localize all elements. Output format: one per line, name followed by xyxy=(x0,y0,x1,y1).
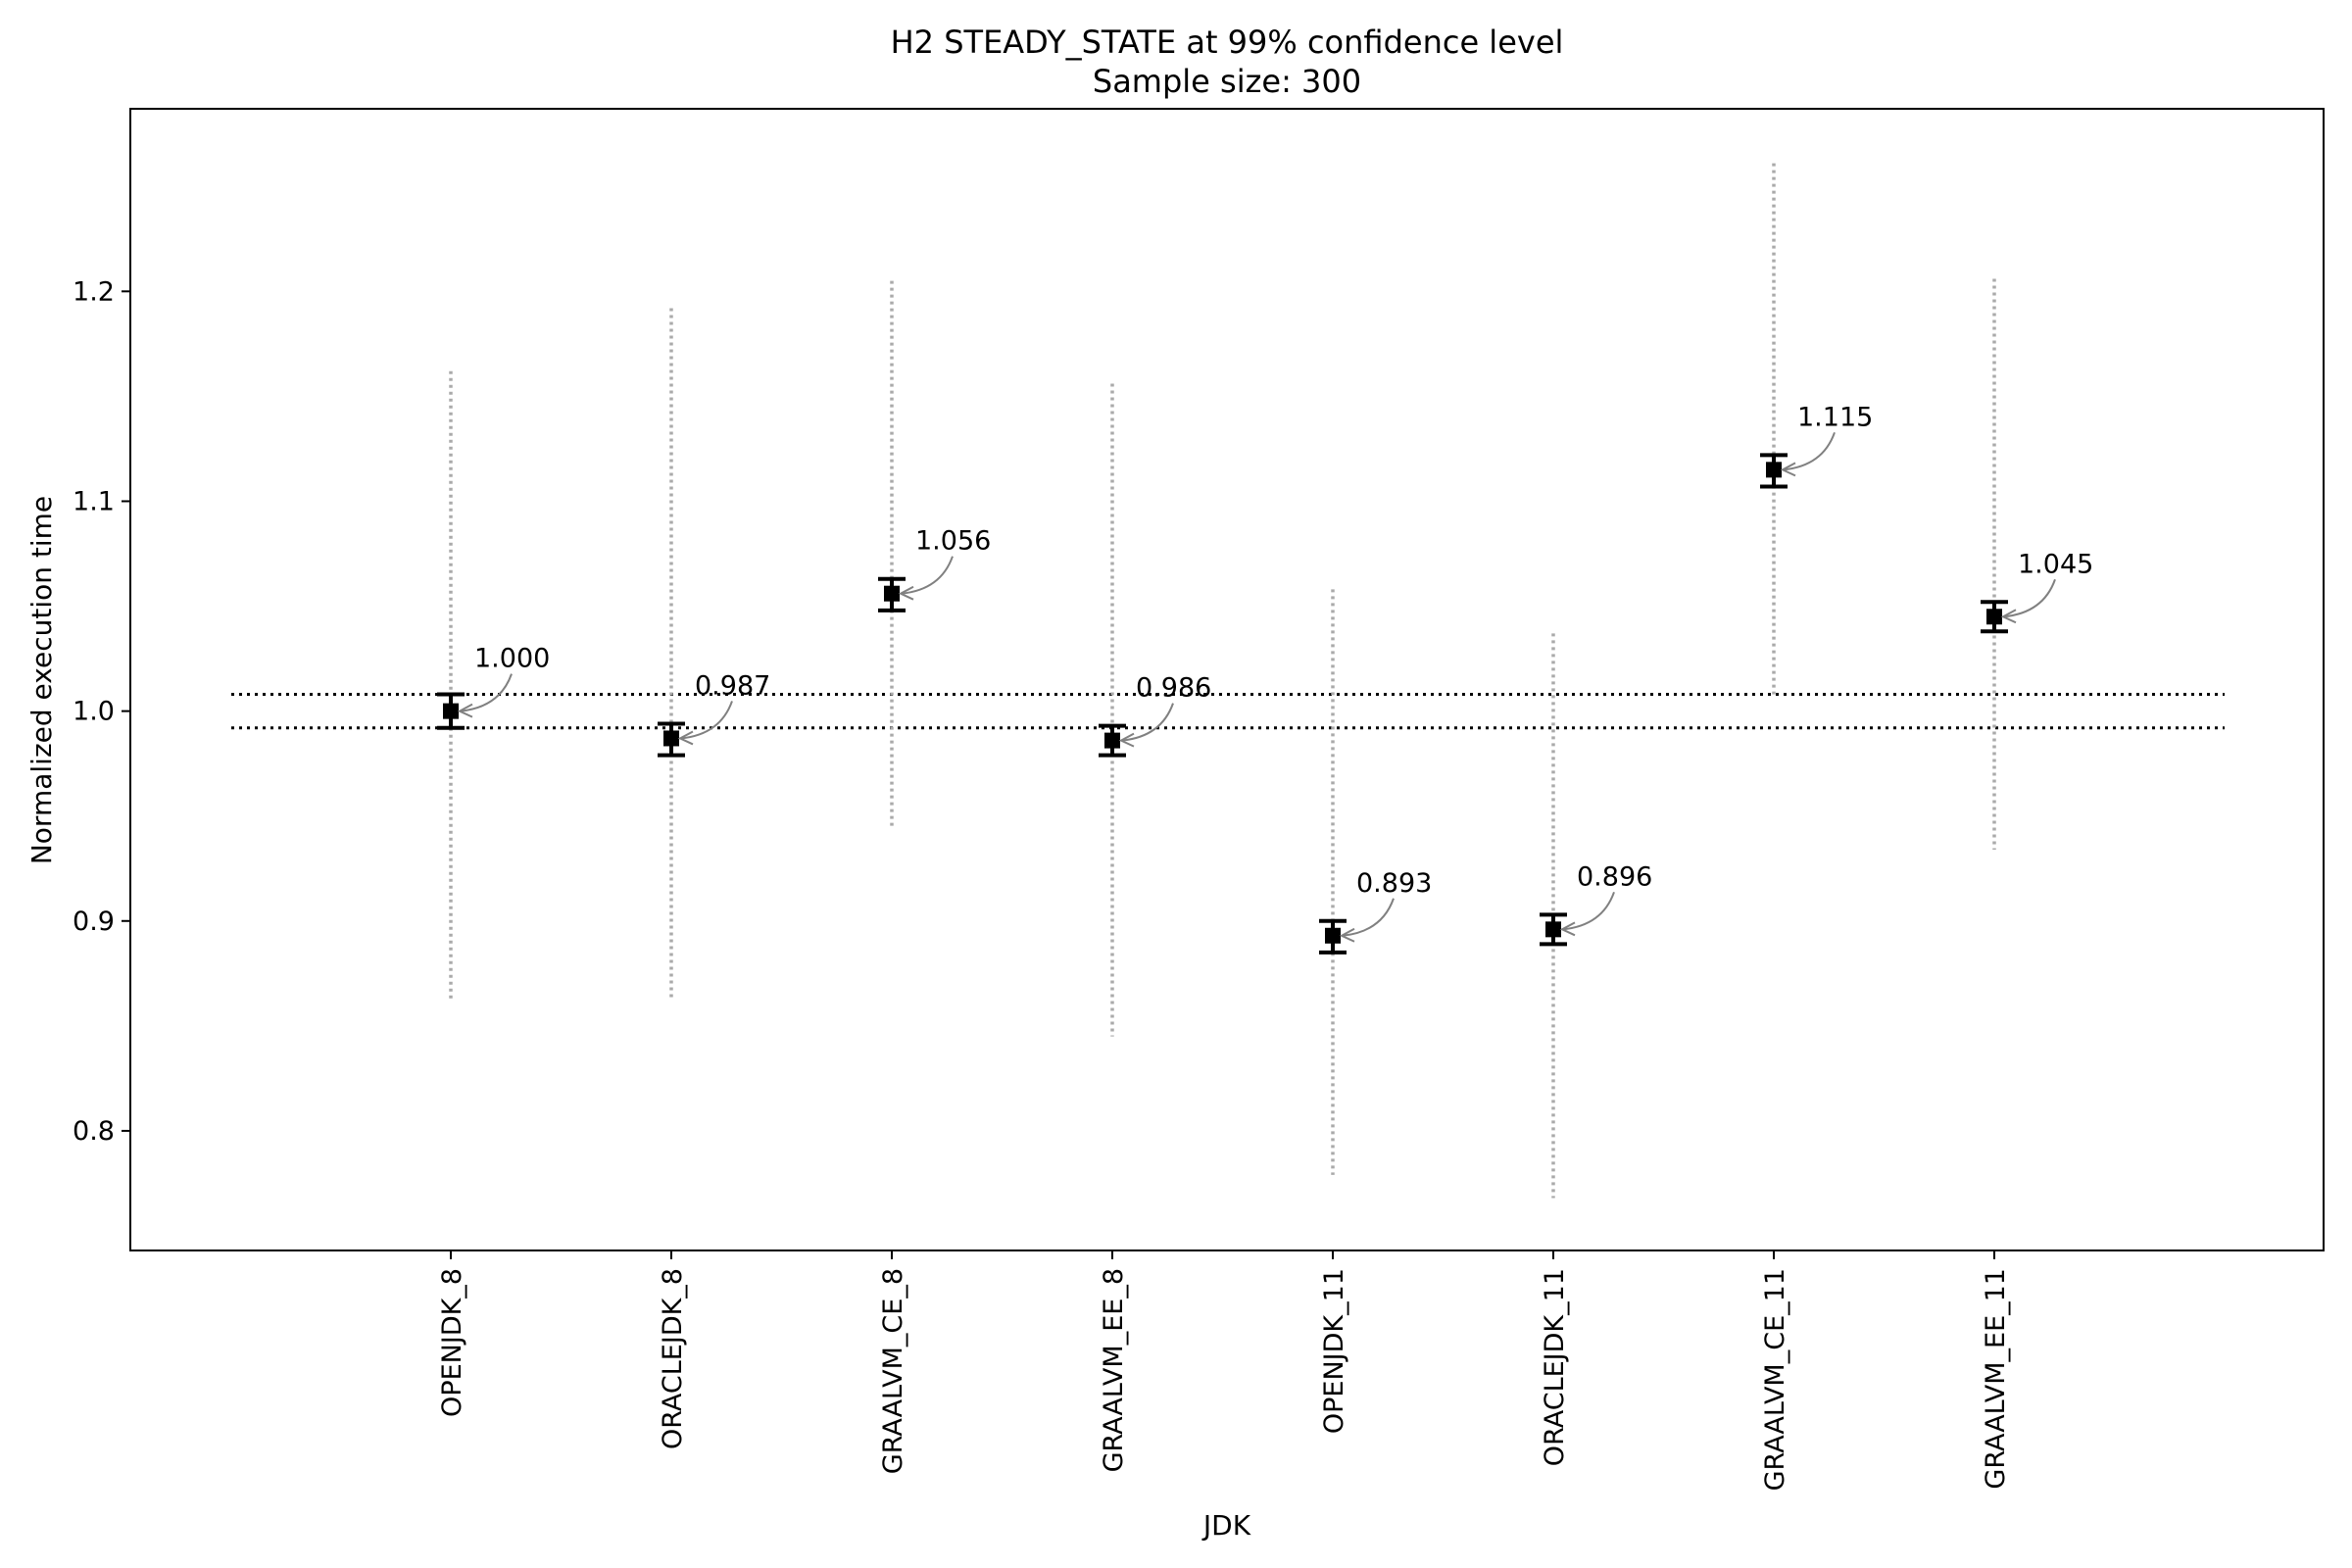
data-point xyxy=(1766,462,1782,478)
data-point xyxy=(1325,927,1341,944)
x-tick-label: OPENJDK_11 xyxy=(1319,1268,1349,1434)
x-axis-label: JDK xyxy=(1201,1509,1251,1542)
annotation-arrowhead xyxy=(1339,927,1355,943)
x-tick-label: GRAALVM_CE_8 xyxy=(878,1268,908,1474)
annotation-arrow xyxy=(460,673,513,712)
chart-title: H2 STEADY_STATE at 99% confidence level xyxy=(891,24,1564,61)
data-label: 1.000 xyxy=(474,644,550,674)
annotation-arrowhead xyxy=(1559,921,1576,937)
annotation-arrow xyxy=(680,701,733,740)
data-label: 1.045 xyxy=(2018,549,2093,579)
data-point xyxy=(663,730,679,747)
x-axis: OPENJDK_8 ORACLEJDK_8 GRAALVM_CE_8 GRAALVM_… xyxy=(437,1250,2011,1491)
annotation-arrowhead xyxy=(1780,462,1796,477)
plot-area: 1.000 0.987 1.056 0.986 0.893 0.896 1.115 1.045 xyxy=(231,163,2225,1199)
data-point xyxy=(1104,732,1120,749)
annotation-arrow xyxy=(2003,578,2056,618)
y-axis: 0.8 0.9 1.0 1.1 1.2 xyxy=(73,276,130,1147)
y-tick-label: 1.1 xyxy=(73,486,115,516)
annotation-arrowhead xyxy=(677,730,694,746)
x-tick-label: ORACLEJDK_8 xyxy=(658,1268,688,1449)
y-tick-label: 0.8 xyxy=(73,1116,115,1147)
annotation-arrow xyxy=(901,556,954,595)
data-label: 0.986 xyxy=(1136,673,1211,704)
data-label: 1.056 xyxy=(915,526,991,557)
annotation-arrowhead xyxy=(1118,732,1135,748)
annotation-arrow xyxy=(1562,892,1615,931)
data-label: 0.896 xyxy=(1577,861,1652,892)
annotation-arrow xyxy=(1342,898,1395,937)
x-tick-label: GRAALVM_CE_11 xyxy=(1760,1268,1790,1491)
y-tick-label: 1.2 xyxy=(73,276,115,307)
x-tick-label: OPENJDK_8 xyxy=(437,1268,467,1417)
plot-frame xyxy=(129,108,2325,1251)
data-label: 1.115 xyxy=(1797,402,1873,432)
data-point xyxy=(1986,609,2002,625)
y-tick-label: 1.0 xyxy=(73,697,115,727)
y-axis-label: Normalized execution time xyxy=(25,496,58,864)
x-tick-label: ORACLEJDK_11 xyxy=(1540,1268,1570,1466)
x-tick-label: GRAALVM_EE_11 xyxy=(1981,1268,2011,1490)
data-label: 0.987 xyxy=(695,670,770,701)
annotation-arrow xyxy=(1121,703,1174,742)
x-tick-label: GRAALVM_EE_8 xyxy=(1099,1268,1129,1472)
annotation-arrowhead xyxy=(457,703,473,718)
data-point xyxy=(884,585,900,602)
data-point xyxy=(1545,921,1561,938)
annotation-arrow xyxy=(1783,432,1836,471)
data-point xyxy=(443,703,459,719)
y-tick-label: 0.9 xyxy=(73,906,115,937)
chart-subtitle: Sample size: 300 xyxy=(1093,63,1361,100)
data-label: 0.893 xyxy=(1356,868,1432,899)
annotation-arrowhead xyxy=(898,585,914,601)
annotation-arrowhead xyxy=(2000,609,2017,624)
